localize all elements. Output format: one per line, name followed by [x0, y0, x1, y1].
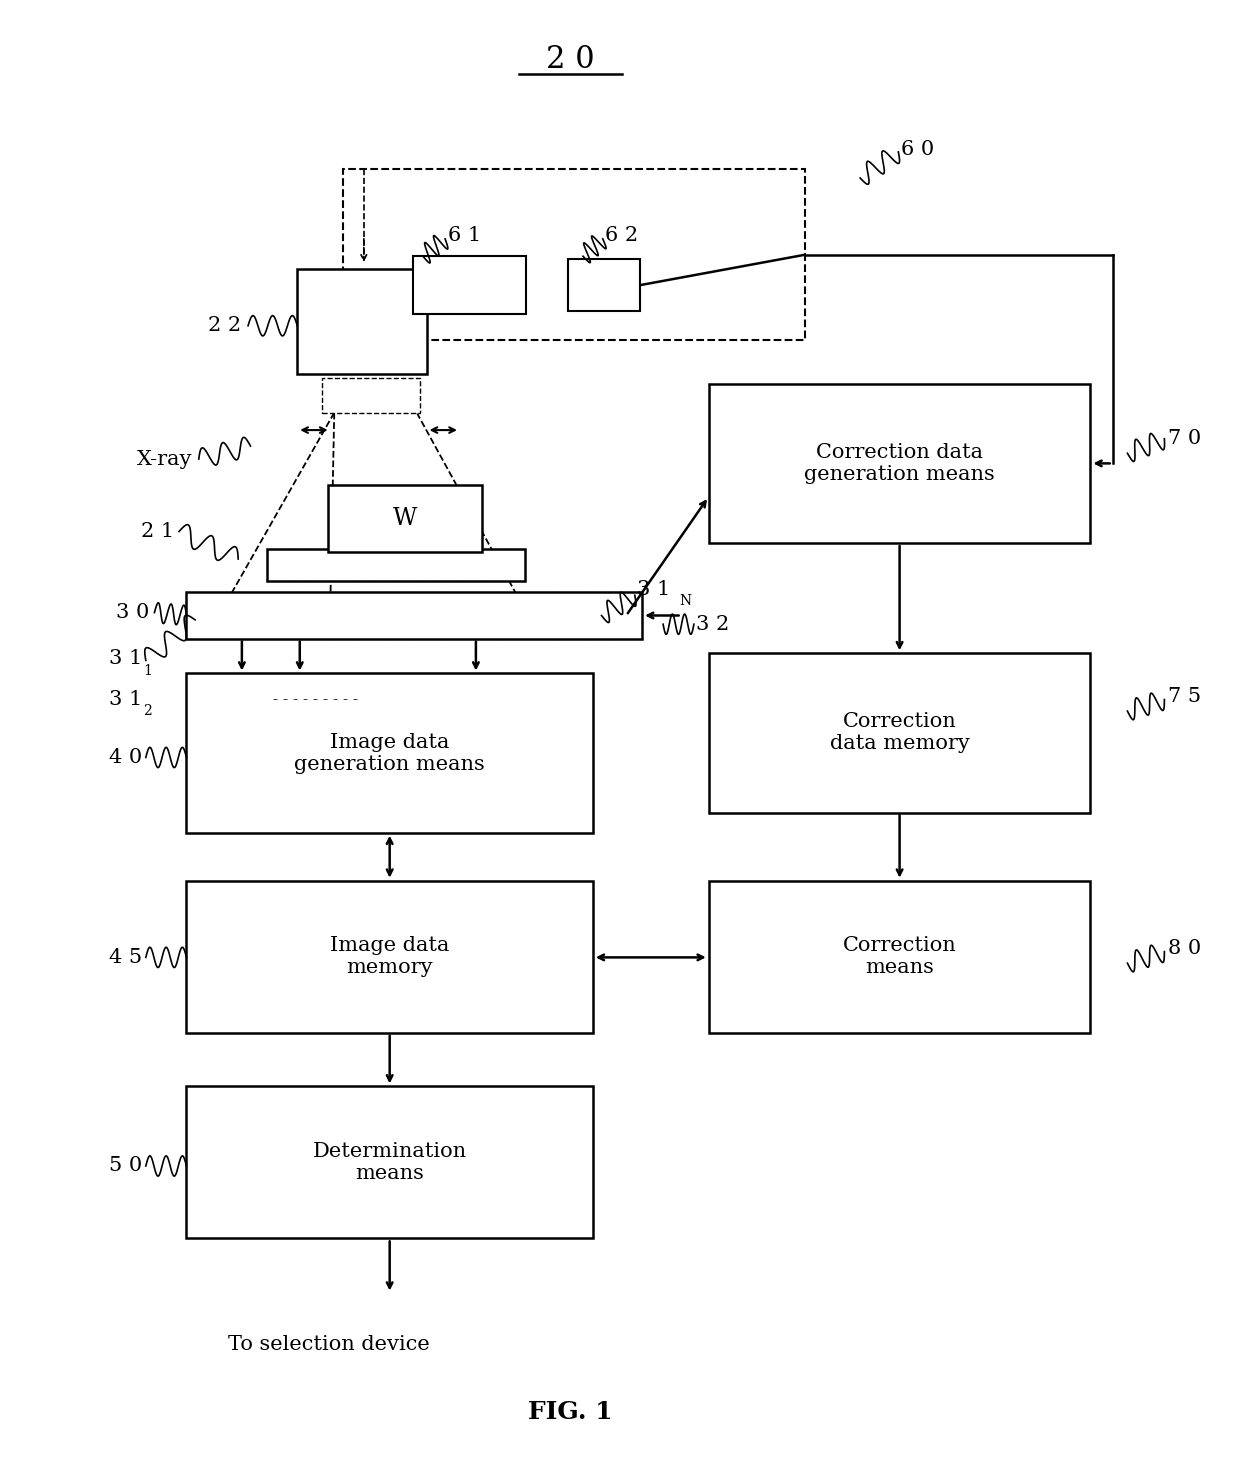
Text: Image data
generation means: Image data generation means [294, 733, 485, 774]
Bar [709, 383, 1090, 543]
Bar [329, 485, 482, 552]
Text: N: N [680, 594, 691, 608]
Text: Image data
memory: Image data memory [330, 937, 449, 978]
Text: Determination
means: Determination means [312, 1142, 466, 1183]
Text: 3 2: 3 2 [697, 615, 729, 634]
Text: 3 0: 3 0 [117, 603, 150, 622]
Text: 7 5: 7 5 [1168, 688, 1202, 707]
Bar [568, 259, 640, 312]
Text: 6 0: 6 0 [900, 140, 934, 159]
Text: Correction data
generation means: Correction data generation means [805, 443, 994, 484]
Text: 6 1: 6 1 [448, 226, 481, 245]
Bar [267, 549, 526, 581]
Text: - - - - - - - - -: - - - - - - - - - [273, 692, 358, 707]
Text: 4 5: 4 5 [109, 949, 143, 967]
Bar [343, 169, 805, 341]
Text: 7 0: 7 0 [1168, 430, 1202, 449]
Text: 2 2: 2 2 [207, 316, 241, 335]
Text: 2: 2 [144, 704, 153, 718]
Text: To selection device: To selection device [228, 1335, 430, 1354]
Text: 4 0: 4 0 [109, 747, 143, 766]
Bar [413, 256, 527, 315]
Text: 3 1: 3 1 [109, 650, 143, 669]
Bar [322, 377, 420, 412]
Bar [709, 653, 1090, 813]
Text: 6 2: 6 2 [605, 226, 639, 245]
Text: 2 0: 2 0 [547, 44, 595, 74]
Bar [298, 270, 427, 373]
Bar [709, 880, 1090, 1033]
Text: 8 0: 8 0 [1168, 940, 1202, 959]
Text: 3 1: 3 1 [109, 691, 143, 710]
Text: FIG. 1: FIG. 1 [528, 1400, 613, 1425]
Text: Correction
data memory: Correction data memory [830, 712, 970, 753]
Text: X-ray: X-ray [138, 450, 192, 469]
Text: Correction
means: Correction means [843, 937, 956, 978]
Bar [186, 673, 593, 833]
Text: 1: 1 [144, 663, 153, 678]
Text: 3 1: 3 1 [637, 580, 671, 599]
Text: W: W [393, 507, 418, 530]
Bar [186, 880, 593, 1033]
Text: 5 0: 5 0 [109, 1157, 143, 1176]
Bar [186, 593, 642, 638]
Text: 2 1: 2 1 [141, 522, 174, 541]
Bar [186, 1087, 593, 1238]
